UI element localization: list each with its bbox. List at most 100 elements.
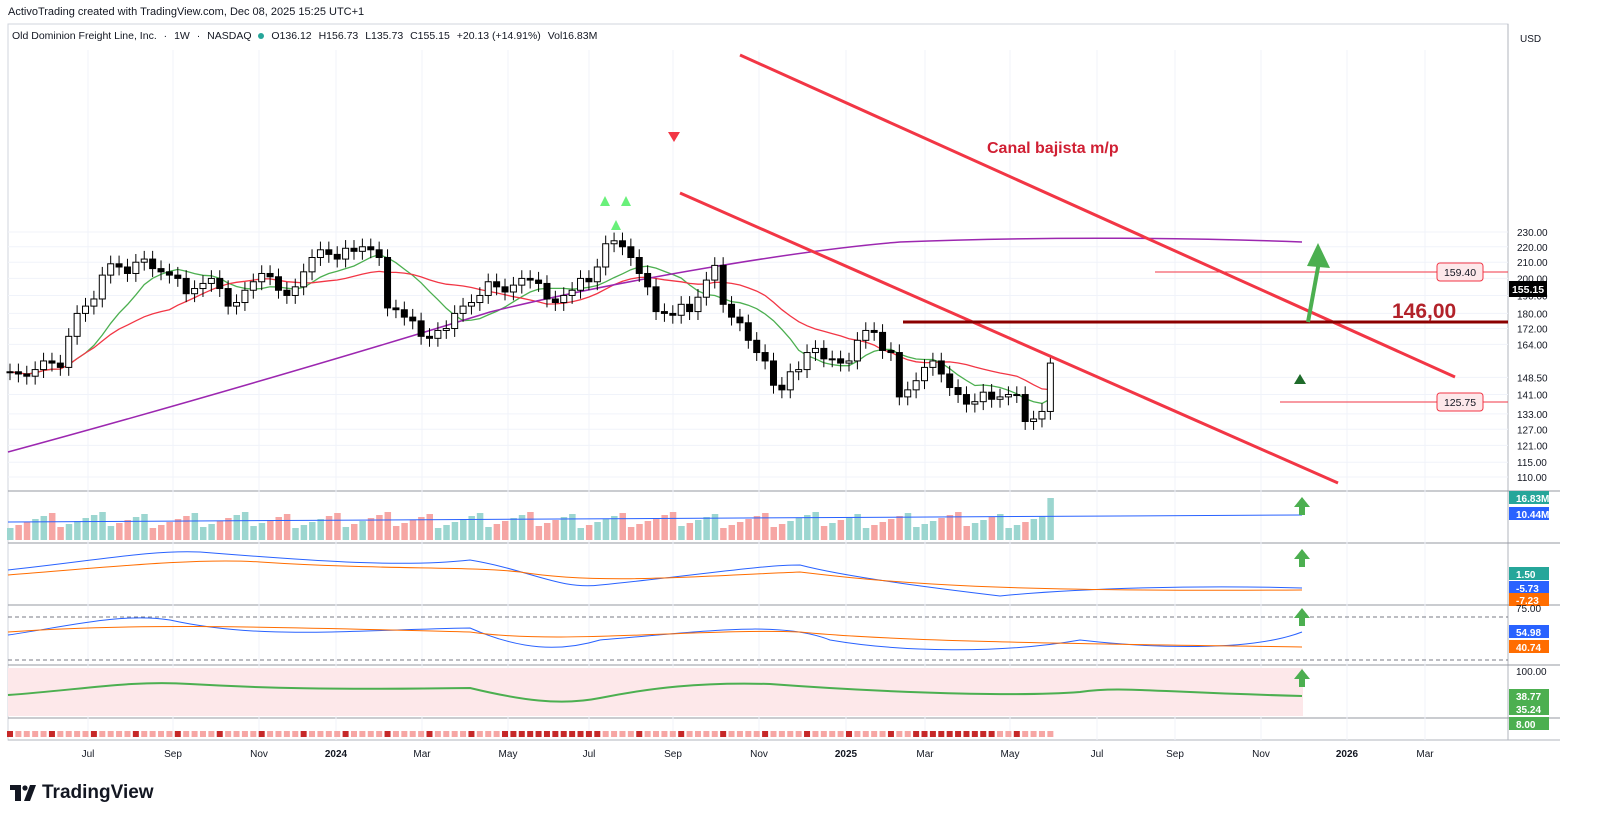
squeeze-bar xyxy=(367,731,374,737)
volume-bar xyxy=(552,520,559,540)
volume-bar xyxy=(762,513,769,540)
candle-body xyxy=(224,288,232,307)
adx-secondary-label: 35.24 xyxy=(1516,705,1541,716)
candle-body xyxy=(946,373,954,389)
time-axis: Jul Sep Nov 2024 Mar May Jul Sep Nov 2025 Mar May Ju… xyxy=(82,749,1435,760)
squeeze-bar xyxy=(627,731,634,737)
volume-bar xyxy=(434,528,442,540)
squeeze-bar xyxy=(250,731,257,737)
squeeze-bar xyxy=(904,731,911,737)
squeeze-bar xyxy=(325,731,332,737)
chart-grid xyxy=(7,23,1560,741)
volume-bar xyxy=(367,518,375,540)
squeeze-bar xyxy=(703,731,710,737)
squeeze-bar xyxy=(896,731,903,737)
buy-signal-marker xyxy=(1294,374,1306,384)
change-value: +20.13 (+14.91%) xyxy=(456,30,541,42)
macd-signal-label: -7.23 xyxy=(1516,596,1539,607)
low-tag-box xyxy=(1436,392,1484,412)
candle-body xyxy=(23,373,31,377)
candle-body xyxy=(753,339,761,354)
time-tick-label: May xyxy=(1001,749,1020,760)
volume-bar xyxy=(669,512,677,540)
time-tick-label: 2024 xyxy=(325,749,348,760)
candle-body xyxy=(518,277,526,286)
squeeze-bar xyxy=(99,731,106,737)
squeeze-bar xyxy=(116,731,123,737)
squeeze-bar xyxy=(292,731,299,737)
time-tick-label: Nov xyxy=(1252,749,1270,760)
volume-bar xyxy=(426,514,433,540)
volume-bar xyxy=(451,522,459,540)
squeeze-bar xyxy=(124,731,131,737)
volume-bar xyxy=(594,522,601,540)
open-value: O136.12 xyxy=(271,30,312,42)
volume-bar xyxy=(787,521,794,540)
squeeze-bar xyxy=(770,731,777,737)
candle-body xyxy=(442,328,450,331)
volume-bar xyxy=(65,524,73,540)
volume-bar xyxy=(778,524,786,540)
high-value: H156.73 xyxy=(318,30,359,42)
candle-body xyxy=(635,257,643,274)
volume-bar xyxy=(376,515,383,540)
candle-body xyxy=(736,316,744,324)
squeeze-bar xyxy=(711,731,718,737)
squeeze-bar xyxy=(32,731,39,737)
candle-body xyxy=(392,307,400,311)
volume-bar xyxy=(32,519,39,540)
squeeze-bar xyxy=(862,731,869,737)
volume-bar xyxy=(971,523,979,540)
candle-body xyxy=(652,286,660,313)
squeeze-bar xyxy=(543,731,550,737)
candle-body xyxy=(274,276,282,291)
squeeze-bar xyxy=(74,731,81,737)
volume-bar xyxy=(745,519,752,540)
squeeze-bar xyxy=(778,731,785,737)
candle-body xyxy=(241,289,249,304)
last-price-tag: 155.15 xyxy=(1512,284,1544,296)
breakout-arrow-shaft xyxy=(1306,261,1321,323)
candle-body xyxy=(65,335,73,368)
adx-label: 38.77 xyxy=(1516,692,1541,703)
volume-bar xyxy=(736,522,744,540)
squeeze-bar xyxy=(971,731,978,737)
candle-body xyxy=(853,339,861,362)
candle-body xyxy=(316,249,324,259)
low-tag: 125.75 xyxy=(1444,397,1476,409)
candle-body xyxy=(199,282,207,290)
candle-body xyxy=(669,312,677,316)
candle-body xyxy=(48,360,56,364)
volume-bar xyxy=(267,520,274,540)
volume-bar xyxy=(619,513,626,540)
volume-bar xyxy=(258,523,266,540)
squeeze-bar xyxy=(980,731,987,737)
squeeze-bar xyxy=(619,731,626,737)
volume-bar xyxy=(233,515,241,540)
squeeze-bar xyxy=(929,731,936,737)
volume-bar xyxy=(560,517,568,540)
volume-bar xyxy=(241,512,249,540)
candle-body xyxy=(132,261,140,274)
interval[interactable]: 1W xyxy=(174,30,190,42)
volume-bar xyxy=(955,512,962,540)
annotation-labels: Canal bajista m/p 146,00 xyxy=(987,140,1456,323)
macd-signal-label-box xyxy=(1509,593,1549,606)
tradingview-logo[interactable]: TradingView xyxy=(10,782,154,804)
symbol-legend: Old Dominion Freight Line, Inc. · 1W · N… xyxy=(12,30,598,42)
volume-bar xyxy=(384,512,392,540)
squeeze-bar xyxy=(518,731,525,737)
candle-body xyxy=(828,358,836,361)
candle-body xyxy=(417,320,425,337)
volume-bar xyxy=(812,512,819,540)
macd-line xyxy=(7,551,1303,597)
price-tick-label: 121.00 xyxy=(1517,441,1548,452)
candle-body xyxy=(191,288,199,295)
exchange: NASDAQ xyxy=(207,30,252,42)
squeeze-bar xyxy=(443,731,450,737)
candle-body xyxy=(870,329,878,333)
squeeze-bar xyxy=(887,731,894,737)
squeeze-bar xyxy=(753,731,760,737)
squeeze-bar xyxy=(216,731,223,737)
